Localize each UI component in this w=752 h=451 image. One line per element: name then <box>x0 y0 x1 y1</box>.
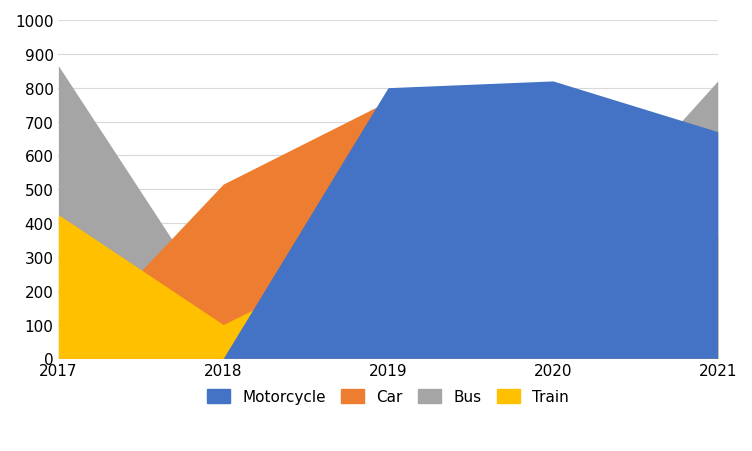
Legend: Motorcycle, Car, Bus, Train: Motorcycle, Car, Bus, Train <box>200 382 576 412</box>
